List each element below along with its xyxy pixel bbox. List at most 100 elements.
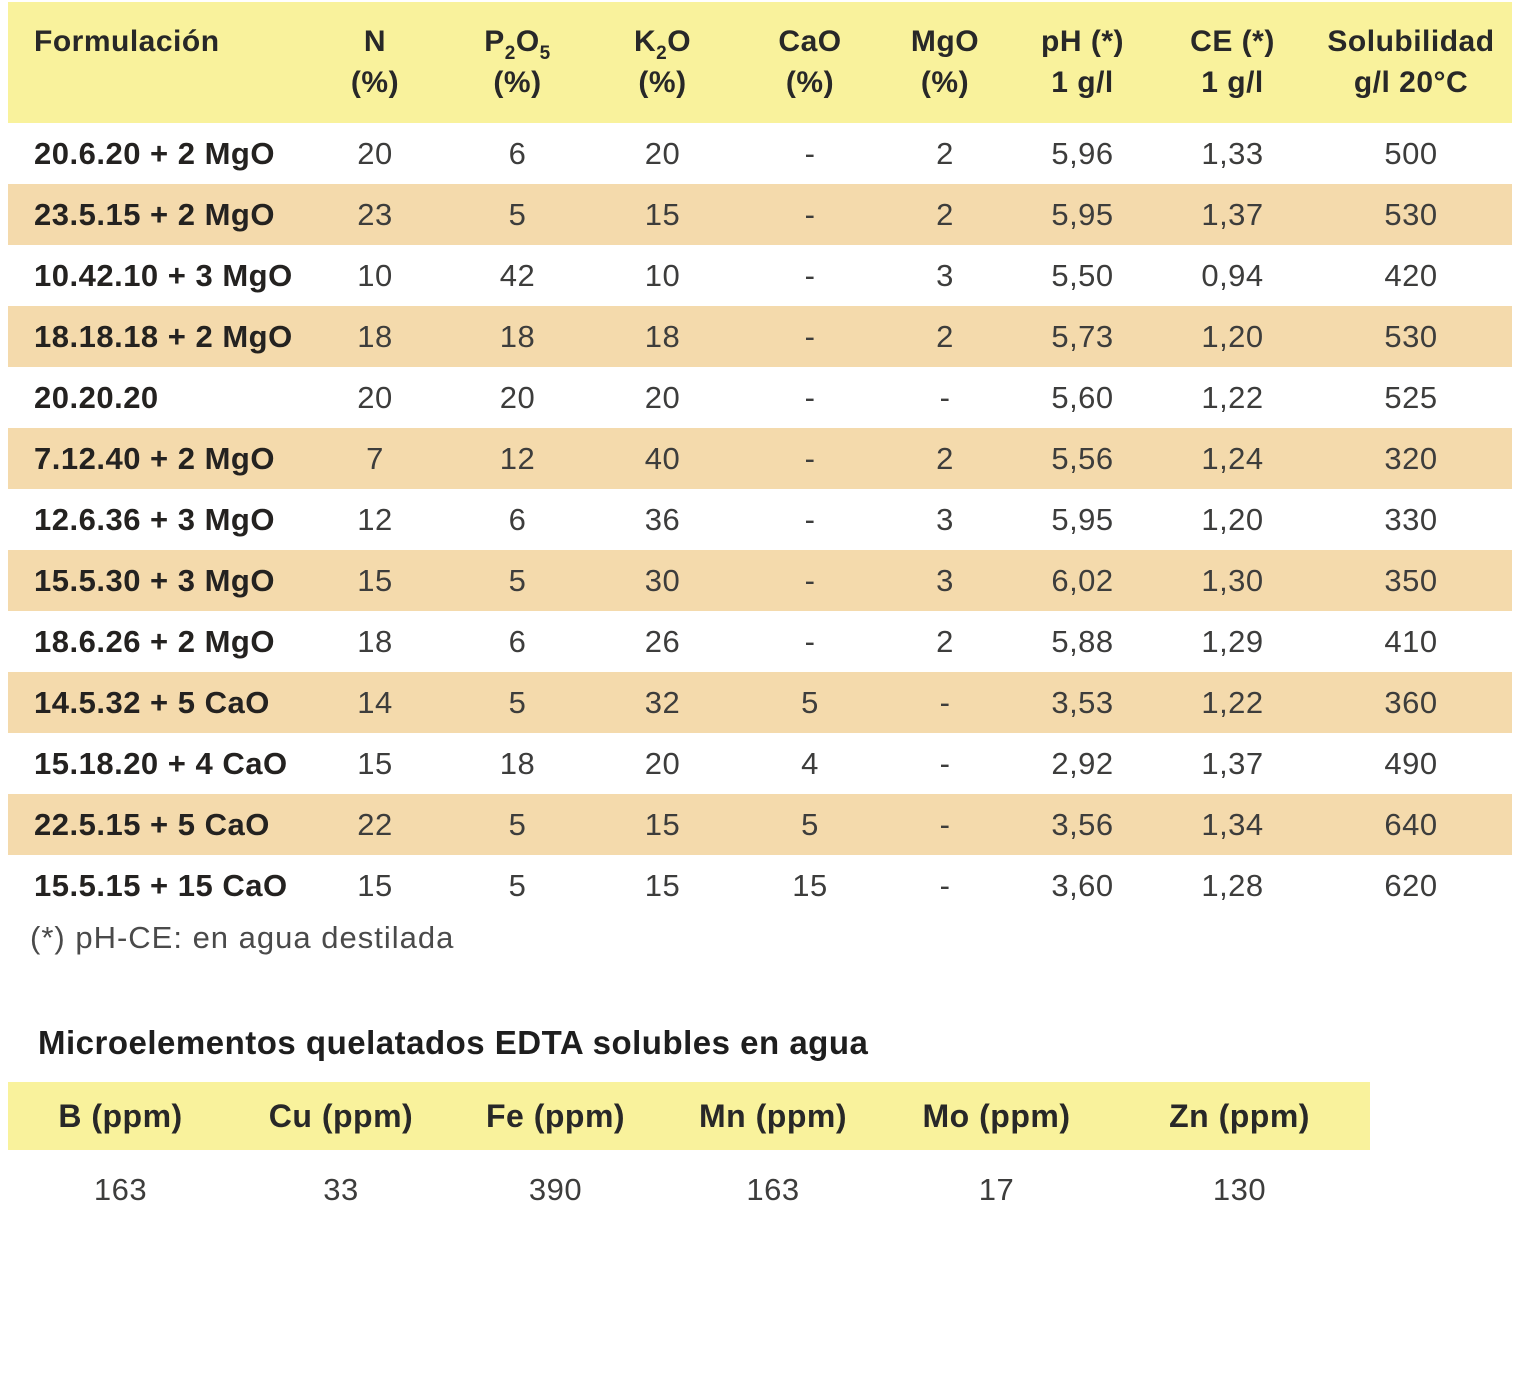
value-cell: 20 bbox=[644, 135, 681, 171]
micro-col-header: B (ppm) bbox=[58, 1097, 183, 1134]
value-cell: 5,60 bbox=[1051, 379, 1114, 415]
value-cell: 5 bbox=[508, 684, 527, 720]
value-cell: 32 bbox=[644, 684, 681, 720]
header-line2: (%) bbox=[638, 66, 687, 99]
value-cell: 5,95 bbox=[1051, 501, 1114, 537]
value-cell: 5 bbox=[801, 806, 819, 842]
table-row: 22.5.15 + 5 CaO 22 5 15 5 - 3,56 1,34 640 bbox=[8, 794, 1512, 855]
value-cell: 23 bbox=[357, 196, 393, 232]
header-line1: Solubilidad bbox=[1310, 24, 1512, 60]
value-cell: 20 bbox=[499, 379, 536, 415]
formulation-cell: 20.20.20 bbox=[34, 379, 159, 415]
value-cell: 5 bbox=[508, 867, 527, 903]
value-cell: 15 bbox=[644, 806, 681, 842]
value-cell: - bbox=[804, 257, 816, 293]
col-header-solubilidad: Solubilidad g/l 20°C bbox=[1310, 2, 1512, 123]
value-cell: 1,30 bbox=[1201, 562, 1264, 598]
header-text: K bbox=[633, 25, 657, 58]
value-cell: - bbox=[804, 562, 816, 598]
value-cell: 20 bbox=[357, 379, 393, 415]
header-text: CE (*) bbox=[1190, 25, 1275, 58]
value-cell: 1,24 bbox=[1201, 440, 1264, 476]
header-line2: (%) bbox=[920, 66, 970, 99]
header-line2: (%) bbox=[350, 66, 400, 99]
value-cell: 3,60 bbox=[1051, 867, 1114, 903]
header-line1: N bbox=[300, 24, 450, 60]
value-cell: 30 bbox=[644, 562, 681, 598]
header-line1: CE (*) bbox=[1155, 24, 1310, 60]
value-cell: 3 bbox=[936, 257, 954, 293]
value-cell: 525 bbox=[1384, 379, 1438, 415]
value-cell: 6 bbox=[508, 135, 527, 171]
value-cell: 530 bbox=[1384, 318, 1438, 354]
value-cell: 1,20 bbox=[1201, 318, 1264, 354]
formulations-table-head: Formulación N (%) P2O5 (%) K2O (%) CaO (%) MgO (%)… bbox=[8, 2, 1512, 123]
header-line2: 1 g/l bbox=[1051, 66, 1114, 99]
table-row: 20.6.20 + 2 MgO 20 6 20 - 2 5,96 1,33 500 bbox=[8, 123, 1512, 184]
value-cell: 12 bbox=[499, 440, 536, 476]
value-cell: 10 bbox=[644, 257, 681, 293]
value-cell: 530 bbox=[1384, 196, 1438, 232]
col-header-ph: pH (*) 1 g/l bbox=[1010, 2, 1155, 123]
col-header-n: N (%) bbox=[300, 2, 450, 123]
micro-table-values-row: 163 33 390 163 17 130 bbox=[8, 1168, 1370, 1212]
value-cell: 1,37 bbox=[1201, 745, 1264, 781]
value-cell: 1,34 bbox=[1201, 806, 1264, 842]
value-cell: 1,28 bbox=[1201, 867, 1264, 903]
table-row: 20.20.20 20 20 20 - - 5,60 1,22 525 bbox=[8, 367, 1512, 428]
table-row: 15.5.30 + 3 MgO 15 5 30 - 3 6,02 1,30 350 bbox=[8, 550, 1512, 611]
header-line1: pH (*) bbox=[1010, 24, 1155, 60]
formulations-table: Formulación N (%) P2O5 (%) K2O (%) CaO (%) MgO (%)… bbox=[8, 2, 1512, 916]
value-cell: - bbox=[804, 379, 816, 415]
col-header-p2o5: P2O5 (%) bbox=[450, 2, 585, 123]
header-line2: g/l 20°C bbox=[1353, 66, 1469, 99]
col-header-k2o: K2O (%) bbox=[585, 2, 740, 123]
header-text: N bbox=[363, 25, 387, 58]
value-cell: - bbox=[804, 135, 816, 171]
value-cell: 1,37 bbox=[1201, 196, 1264, 232]
value-cell: 5 bbox=[508, 196, 527, 232]
formulation-cell: 7.12.40 + 2 MgO bbox=[34, 440, 275, 476]
value-cell: 22 bbox=[357, 806, 393, 842]
value-cell: 410 bbox=[1384, 623, 1438, 659]
header-text: P bbox=[484, 25, 505, 58]
micro-col-header: Mn (ppm) bbox=[699, 1097, 847, 1134]
formulation-cell: 15.18.20 + 4 CaO bbox=[34, 745, 288, 781]
header-subscript: 2 bbox=[656, 43, 668, 64]
value-cell: 15 bbox=[357, 867, 393, 903]
micro-col-header: Mo (ppm) bbox=[922, 1097, 1071, 1134]
value-cell: 1,29 bbox=[1201, 623, 1264, 659]
value-cell: 3 bbox=[936, 562, 954, 598]
table-row: 7.12.40 + 2 MgO 7 12 40 - 2 5,56 1,24 320 bbox=[8, 428, 1512, 489]
value-cell: - bbox=[939, 745, 951, 781]
value-cell: - bbox=[804, 440, 816, 476]
header-row: Formulación N (%) P2O5 (%) K2O (%) CaO (%) MgO (%)… bbox=[8, 2, 1512, 123]
value-cell: 5,50 bbox=[1051, 257, 1114, 293]
value-cell: 10 bbox=[357, 257, 393, 293]
value-cell: 42 bbox=[499, 257, 536, 293]
micro-value: 163 bbox=[93, 1172, 148, 1207]
value-cell: 7 bbox=[366, 440, 384, 476]
value-cell: 36 bbox=[644, 501, 681, 537]
value-cell: 350 bbox=[1384, 562, 1438, 598]
value-cell: 2 bbox=[936, 440, 954, 476]
header-line1: P2O5 bbox=[450, 24, 585, 63]
value-cell: 6 bbox=[508, 501, 527, 537]
value-cell: 18 bbox=[499, 745, 536, 781]
value-cell: - bbox=[939, 379, 951, 415]
header-text: pH (*) bbox=[1041, 25, 1124, 58]
value-cell: 20 bbox=[357, 135, 393, 171]
header-line2: 1 g/l bbox=[1201, 66, 1264, 99]
value-cell: 640 bbox=[1384, 806, 1438, 842]
header-text: O bbox=[667, 25, 692, 58]
micro-value: 163 bbox=[746, 1172, 800, 1207]
micro-value: 130 bbox=[1212, 1172, 1267, 1207]
col-header-mgo: MgO (%) bbox=[880, 2, 1010, 123]
value-cell: 0,94 bbox=[1201, 257, 1264, 293]
formulation-cell: 10.42.10 + 3 MgO bbox=[34, 257, 293, 293]
value-cell: - bbox=[804, 623, 816, 659]
col-header-cao: CaO (%) bbox=[740, 2, 880, 123]
value-cell: 4 bbox=[801, 745, 819, 781]
table-row: 10.42.10 + 3 MgO 10 42 10 - 3 5,50 0,94 420 bbox=[8, 245, 1512, 306]
value-cell: 2 bbox=[936, 623, 954, 659]
